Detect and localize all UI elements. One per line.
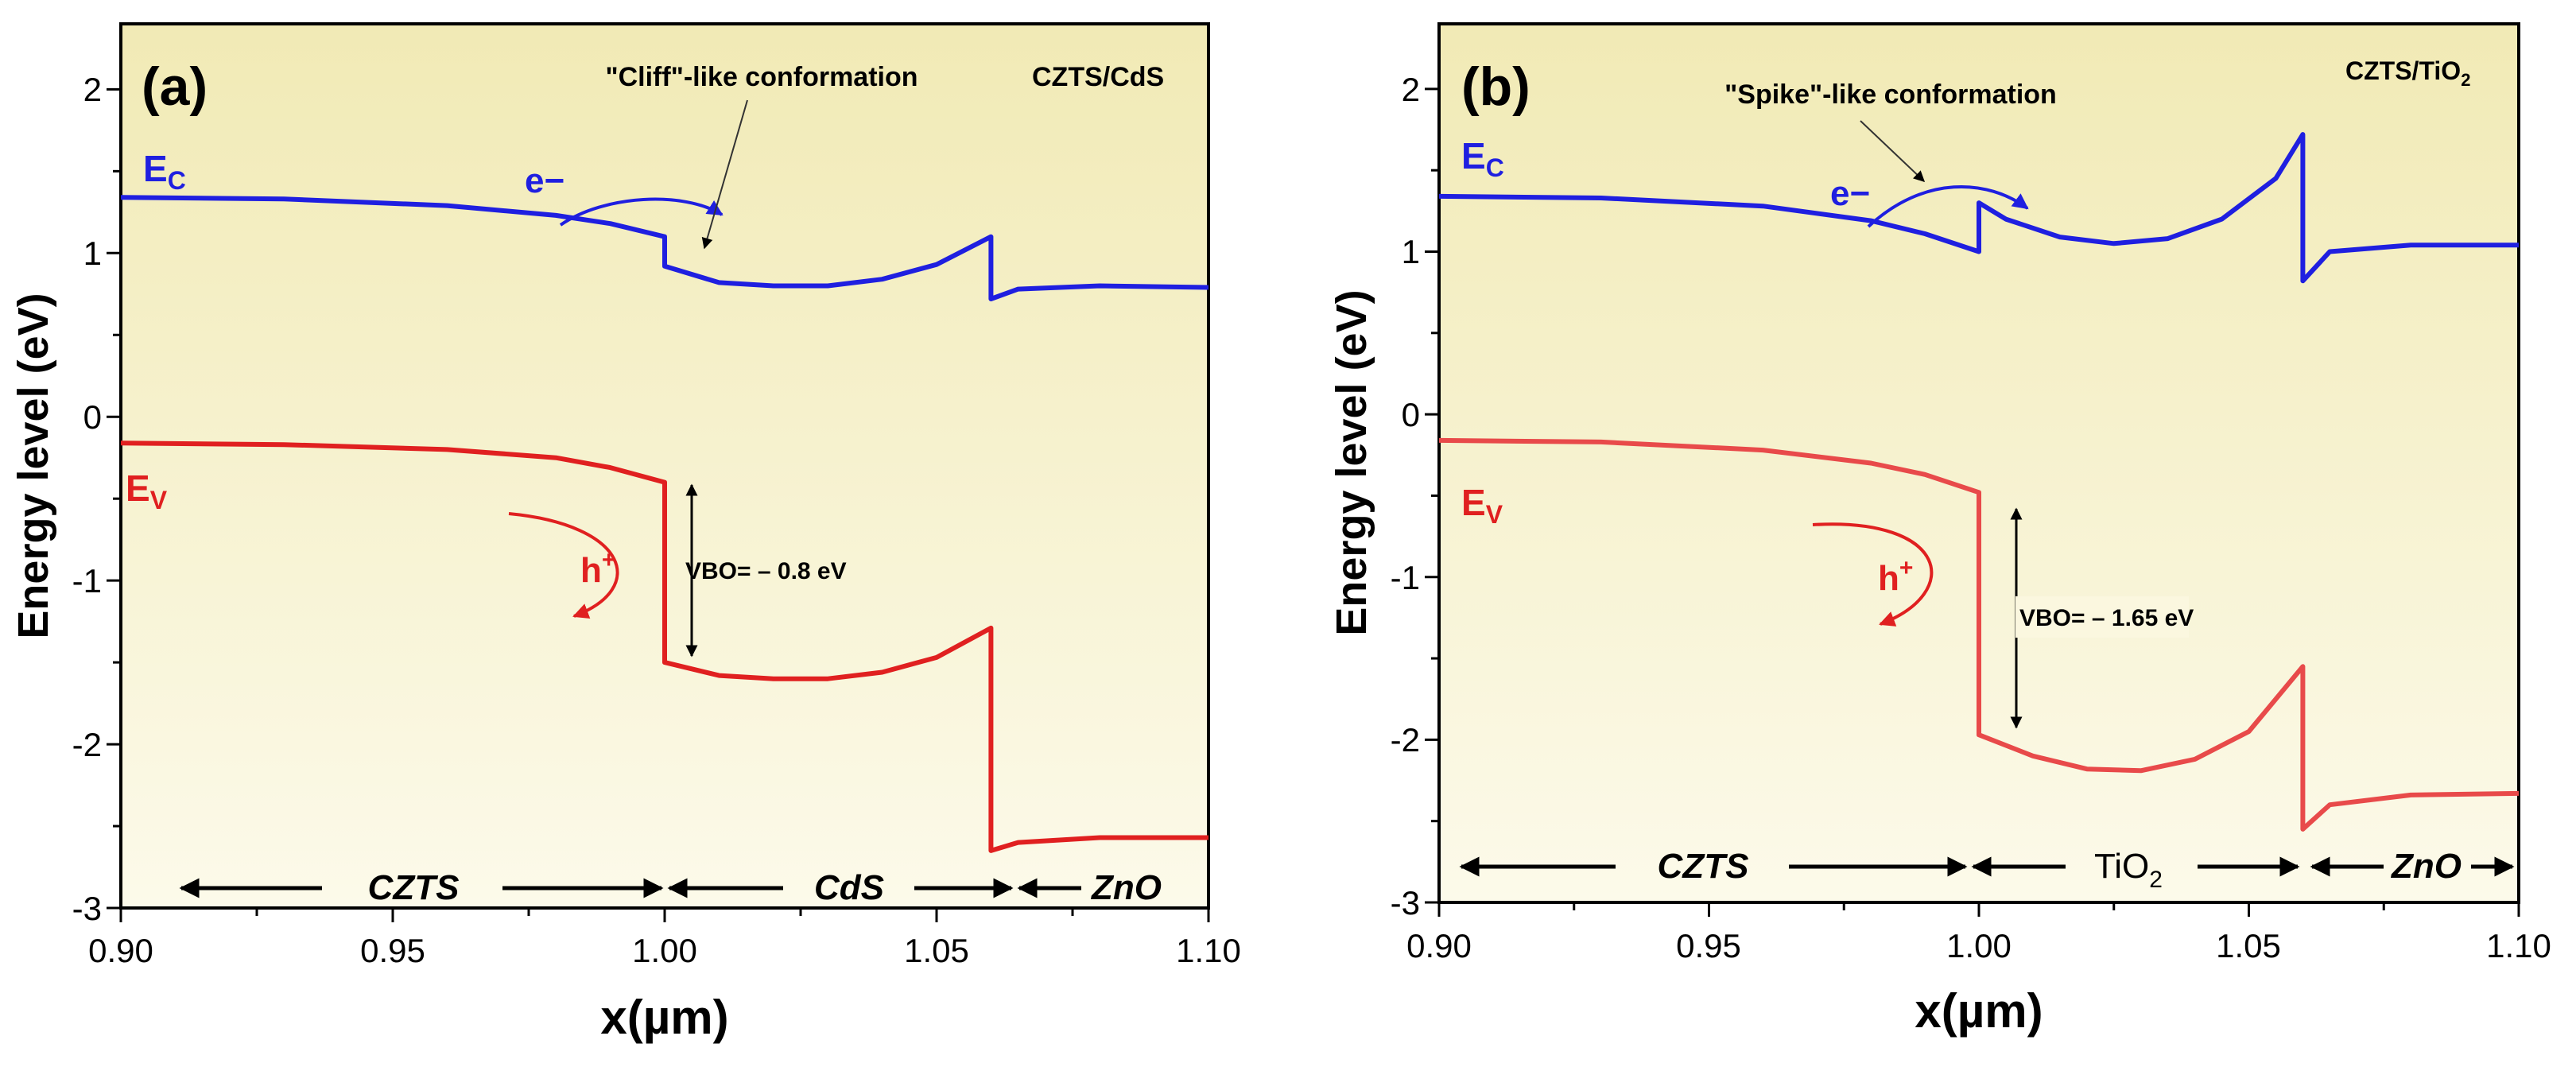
plot-area-b — [1437, 22, 2520, 904]
y-tick-label: 2 — [83, 71, 102, 108]
panel-label-a: (a) — [142, 56, 208, 117]
y-tick-label: -2 — [72, 726, 102, 763]
ev-label-a: EV — [126, 468, 168, 514]
material-label-b: CZTS/TiO2 — [2345, 56, 2470, 90]
y-tick-label: 1 — [83, 235, 102, 272]
y-tick-label: -1 — [72, 562, 102, 599]
y-tick-label: -3 — [72, 890, 102, 927]
y-tick-label: 1 — [1402, 233, 1420, 270]
electron-arrow-b — [1867, 184, 2029, 228]
x-tick-label: 0.90 — [1406, 927, 1472, 964]
layer-regions-b: CZTS TiO2 ZnO — [1459, 847, 2515, 893]
panel-label-b: (b) — [1461, 56, 1530, 117]
conformation-pointer-b — [1860, 120, 1926, 182]
vbo-label-a: VBO= – 0.8 eV — [685, 558, 847, 584]
ec-label-a: EC — [143, 148, 186, 195]
hole-label-b: h+ — [1878, 555, 1913, 598]
electron-arrow-a — [559, 197, 724, 227]
conformation-label-a: "Cliff"-like conformation — [605, 62, 918, 92]
ec-label-b: EC — [1461, 135, 1504, 182]
panel-a: 0.90 0.95 1.00 1.05 1.10 x(µm) -3 -2 -1 … — [10, 22, 1241, 1044]
y-axis-b: -3 -2 -1 0 1 2 Energy level (eV) — [1328, 71, 1439, 922]
y-tick-label: 2 — [1402, 71, 1420, 108]
x-axis-b: 0.90 0.95 1.00 1.05 1.10 x(µm) — [1406, 902, 2551, 1038]
x-tick-label: 1.00 — [632, 932, 697, 969]
plot-area-a — [119, 22, 1210, 910]
y-axis-title: Energy level (eV) — [1328, 289, 1375, 635]
hole-arrow-b — [1812, 522, 1934, 627]
hole-arrow-a — [508, 512, 619, 619]
y-tick-label: 0 — [83, 398, 102, 436]
conformation-label-b: "Spike"-like conformation — [1724, 80, 2057, 110]
x-axis-a: 0.90 0.95 1.00 1.05 1.10 x(µm) — [88, 908, 1241, 1044]
ev-label-b: EV — [1461, 482, 1503, 529]
ev-curve-a — [120, 440, 1208, 853]
x-tick-label: 1.10 — [2486, 927, 2551, 964]
region-label-zno: ZnO — [1090, 868, 1162, 907]
region-label-cds: CdS — [814, 868, 884, 907]
ev-curve-b — [1438, 437, 2520, 832]
x-tick-label: 0.95 — [360, 932, 425, 969]
x-tick-label: 0.90 — [88, 932, 153, 969]
x-axis-title: x(µm) — [1915, 984, 2043, 1038]
region-label-czts: CZTS — [368, 868, 460, 907]
x-tick-label: 1.05 — [904, 932, 969, 969]
y-axis-title: Energy level (eV) — [10, 293, 57, 638]
y-tick-label: -2 — [1391, 721, 1420, 759]
vbo-label-b: VBO= – 1.65 eV — [2019, 605, 2194, 631]
conformation-pointer-a — [701, 99, 748, 250]
x-tick-label: 0.95 — [1676, 927, 1741, 964]
y-tick-label: 0 — [1402, 396, 1420, 433]
region-label-tio2: TiO2 — [2094, 847, 2163, 893]
region-label-zno: ZnO — [2390, 847, 2462, 886]
x-tick-label: 1.05 — [2216, 927, 2281, 964]
x-tick-label: 1.00 — [1946, 927, 2012, 964]
y-tick-label: -1 — [1391, 559, 1420, 596]
ec-curve-a — [120, 195, 1209, 301]
electron-label-a: e− — [525, 161, 564, 200]
region-label-czts: CZTS — [1658, 847, 1749, 886]
y-axis-a: -3 -2 -1 0 1 2 Energy level (eV) — [10, 71, 121, 927]
electron-label-b: e− — [1830, 174, 1870, 213]
ec-curve-b — [1438, 132, 2519, 284]
y-tick-label: -3 — [1391, 884, 1420, 922]
material-label-a: CZTS/CdS — [1032, 62, 1164, 92]
vbo-label-bg-b — [2015, 596, 2189, 638]
layer-regions-a: CZTS CdS ZnO — [179, 868, 1162, 907]
panel-b: 0.90 0.95 1.00 1.05 1.10 x(µm) -3 -2 -1 … — [1328, 22, 2551, 1038]
x-tick-label: 1.10 — [1176, 932, 1241, 969]
x-axis-title: x(µm) — [600, 991, 728, 1044]
